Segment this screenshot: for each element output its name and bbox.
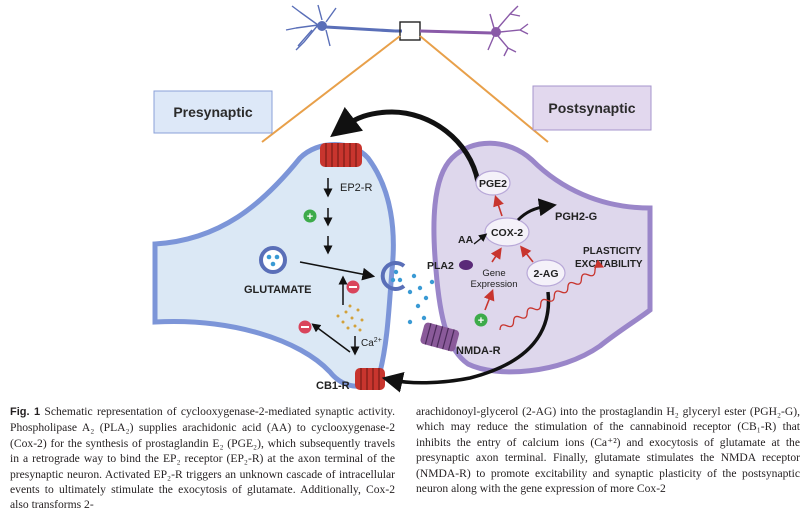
svg-text:+: + bbox=[478, 315, 484, 327]
zoom-line-left bbox=[261, 35, 401, 143]
figure-number: Fig. 1 bbox=[10, 406, 41, 418]
figure-caption: Fig. 1 Schematic representation of cyclo… bbox=[10, 404, 800, 519]
synapse-figure: Presynaptic Postsynaptic EP2-R + GLUTAMA… bbox=[152, 4, 653, 393]
presynaptic-label: Presynaptic bbox=[173, 104, 253, 120]
zoom-line-right bbox=[419, 35, 549, 143]
nmdar-label: NMDA-R bbox=[456, 345, 501, 357]
pgh2g-label: PGH2-G bbox=[555, 211, 597, 223]
cox2-label: COX-2 bbox=[491, 227, 523, 239]
pla2-enzyme bbox=[459, 260, 473, 270]
ep2-receptor bbox=[320, 143, 362, 167]
pla2-label: PLA2 bbox=[427, 260, 454, 272]
aa-label: AA bbox=[458, 234, 474, 246]
zoom-box bbox=[399, 21, 421, 41]
plus-icon-nmda bbox=[474, 313, 488, 327]
nmda-receptor bbox=[420, 322, 460, 352]
synapse-diagram: Presynaptic Postsynaptic EP2-R + GLUTAMA… bbox=[152, 4, 653, 393]
cb1r-label: CB1-R bbox=[316, 380, 350, 392]
glutamate-vesicle bbox=[259, 246, 287, 274]
cox2-to-pge2-arrow bbox=[493, 194, 504, 217]
caption-left-text: Schematic representation of cyclooxygena… bbox=[10, 405, 395, 512]
calcium-label: Ca2+ bbox=[361, 337, 382, 349]
exocytosis-arrow bbox=[299, 261, 376, 281]
postsynaptic-terminal bbox=[431, 140, 653, 375]
plus-icon bbox=[303, 209, 317, 223]
gene-expression-arrow bbox=[490, 247, 502, 263]
excitability-signal-wave bbox=[499, 259, 605, 331]
excitability-label: EXCITABILITY bbox=[575, 259, 643, 270]
glutamate-label: GLUTAMATE bbox=[244, 284, 311, 296]
presynaptic-label-box: Presynaptic bbox=[153, 90, 273, 134]
svg-text:+: + bbox=[307, 211, 313, 223]
calcium-ion-dots bbox=[336, 304, 364, 332]
cb1-receptor bbox=[355, 368, 385, 390]
gene-expression-label-2: Expression bbox=[471, 279, 518, 290]
cox2-node bbox=[484, 217, 530, 247]
two-ag-label: 2-AG bbox=[533, 268, 558, 280]
plasticity-label: PLASTICITY bbox=[583, 246, 642, 257]
two-ag-node bbox=[526, 259, 566, 287]
pge2-retrograde-arrow bbox=[330, 106, 481, 183]
gene-expression-label-1: Gene bbox=[482, 268, 505, 279]
nmda-to-gene-arrow bbox=[483, 289, 495, 311]
ep2r-label: EP2-R bbox=[340, 182, 372, 194]
vesicle-release-site bbox=[380, 261, 406, 291]
neuron-pair-illustration bbox=[285, 4, 529, 57]
two-ag-to-cox2-arrow bbox=[520, 245, 534, 263]
postsynaptic-label-box: Postsynaptic bbox=[532, 85, 652, 131]
caption-right-column: arachidonoyl-glycerol (2-AG) into the pr… bbox=[416, 405, 800, 496]
caption-left-column: Fig. 1 Schematic representation of cyclo… bbox=[10, 404, 395, 513]
glutamate-cleft-dots bbox=[407, 273, 435, 325]
two-ag-retrograde-arrow bbox=[381, 291, 551, 393]
pge2-node bbox=[475, 170, 511, 196]
aa-to-cox2-arrow bbox=[473, 233, 488, 245]
pge2-label: PGE2 bbox=[479, 178, 507, 190]
cb1-inhibition-arrow bbox=[311, 323, 351, 353]
cox2-to-pgh2g-arrow bbox=[516, 198, 557, 222]
postsynaptic-label: Postsynaptic bbox=[548, 100, 635, 116]
